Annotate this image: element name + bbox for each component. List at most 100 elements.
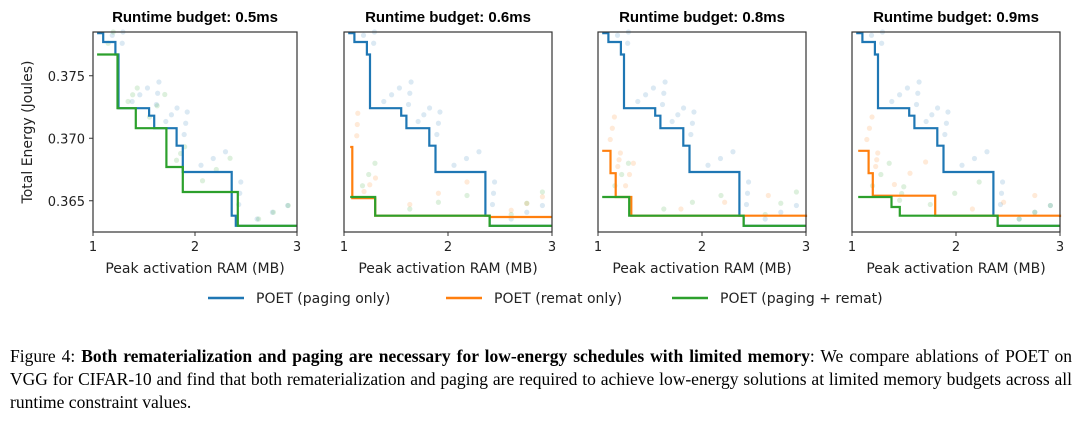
candidate-point bbox=[688, 131, 694, 138]
candidate-point bbox=[889, 98, 895, 105]
candidate-point bbox=[869, 114, 875, 120]
legend-label-remat-only: POET (remat only) bbox=[494, 291, 622, 307]
series-line-remat_only bbox=[858, 149, 1062, 217]
candidate-point bbox=[878, 171, 884, 178]
candidate-point bbox=[270, 209, 277, 215]
candidate-point bbox=[662, 79, 668, 85]
candidate-point bbox=[897, 197, 903, 203]
x-tick-label: 3 bbox=[1056, 240, 1064, 255]
candidate-point bbox=[539, 202, 546, 209]
candidate-point bbox=[426, 105, 433, 111]
candidate-point bbox=[607, 136, 613, 143]
candidate-point bbox=[609, 125, 615, 131]
y-tick-label: 0.370 bbox=[48, 132, 85, 147]
candidate-point bbox=[913, 101, 920, 108]
candidate-point bbox=[678, 206, 684, 212]
candidate-point bbox=[891, 181, 898, 188]
candidate-point bbox=[184, 109, 190, 115]
y-tick-label: 0.365 bbox=[48, 195, 85, 210]
candidate-point bbox=[793, 202, 800, 209]
x-tick-label: 3 bbox=[548, 240, 556, 255]
candidate-point bbox=[435, 199, 441, 205]
candidate-point bbox=[717, 155, 724, 162]
x-axis-label: Peak activation RAM (MB) bbox=[105, 261, 284, 277]
candidate-point bbox=[227, 155, 233, 161]
candidate-point bbox=[778, 200, 784, 206]
panel-2: Runtime budget: 0.6ms 1 2 3 Peak activation … bbox=[340, 9, 556, 277]
candidate-point bbox=[1047, 202, 1053, 209]
candidate-point bbox=[675, 112, 681, 118]
candidate-point bbox=[125, 98, 131, 105]
candidate-point bbox=[198, 162, 204, 168]
panel-title: Runtime budget: 0.9ms bbox=[873, 9, 1039, 26]
candidate-point bbox=[945, 109, 951, 115]
candidate-point bbox=[617, 150, 623, 156]
panel-title: Runtime budget: 0.6ms bbox=[365, 9, 531, 26]
candidate-point bbox=[630, 160, 636, 166]
panel-title: Runtime budget: 0.8ms bbox=[619, 9, 785, 26]
candidate-point bbox=[689, 199, 696, 205]
candidate-point bbox=[1016, 216, 1022, 222]
candidate-point bbox=[915, 90, 921, 96]
candidate-point bbox=[463, 155, 470, 162]
candidate-point bbox=[866, 125, 873, 131]
candidate-point bbox=[952, 190, 958, 196]
candidate-point bbox=[451, 162, 457, 168]
candidate-point bbox=[476, 149, 482, 155]
candidate-point bbox=[661, 206, 667, 212]
legend-label-paging-remat: POET (paging + remat) bbox=[720, 291, 883, 307]
series-line-paging_only bbox=[856, 32, 1060, 227]
panel-3: Runtime budget: 0.8ms 1 2 3 Peak activation … bbox=[594, 9, 810, 277]
x-tick-label: 3 bbox=[802, 240, 810, 255]
panel-4: Runtime budget: 0.9ms 1 2 3 Peak activation … bbox=[848, 9, 1064, 277]
candidate-point bbox=[156, 79, 162, 85]
candidate-point bbox=[407, 90, 413, 96]
candidate-point bbox=[168, 112, 175, 118]
x-tick-label: 2 bbox=[952, 240, 960, 255]
candidate-point bbox=[238, 179, 244, 185]
candidate-point bbox=[109, 32, 115, 38]
x-tick-label: 2 bbox=[191, 240, 199, 255]
candidate-point bbox=[366, 171, 372, 178]
candidate-point bbox=[691, 109, 697, 115]
candidate-point bbox=[659, 101, 666, 108]
candidate-point bbox=[371, 40, 377, 46]
candidate-point bbox=[285, 202, 291, 209]
caption-body-text: : We compare ablations of POET on VGG fo… bbox=[10, 346, 1073, 412]
candidate-point bbox=[745, 179, 752, 185]
candidate-point bbox=[269, 209, 275, 215]
candidate-point bbox=[415, 118, 421, 125]
candidate-point bbox=[1032, 192, 1038, 199]
panel-frame bbox=[851, 31, 1061, 233]
candidate-point bbox=[199, 178, 206, 184]
candidate-point bbox=[907, 170, 913, 176]
candidate-point bbox=[360, 32, 367, 38]
candidate-point bbox=[144, 85, 151, 91]
y-tick-label: 0.375 bbox=[48, 70, 85, 85]
series-line-remat_only bbox=[350, 145, 552, 219]
candidate-point bbox=[489, 201, 496, 208]
candidate-point bbox=[254, 216, 260, 222]
candidate-point bbox=[407, 206, 413, 212]
candidate-point bbox=[372, 160, 378, 166]
candidate-point bbox=[971, 155, 978, 162]
x-axis-label: Peak activation RAM (MB) bbox=[612, 261, 791, 277]
panel-frame bbox=[92, 31, 298, 233]
candidate-point bbox=[285, 202, 291, 209]
candidate-point bbox=[434, 131, 440, 138]
candidate-point bbox=[222, 149, 229, 155]
series-line-paging_remat bbox=[858, 195, 1060, 227]
x-tick-label: 3 bbox=[293, 240, 301, 255]
candidate-point bbox=[998, 190, 1005, 196]
candidate-point bbox=[464, 179, 470, 185]
candidate-point bbox=[722, 199, 728, 205]
x-tick-label: 1 bbox=[848, 240, 856, 255]
candidate-point bbox=[130, 92, 136, 98]
candidate-point bbox=[611, 114, 618, 120]
candidate-point bbox=[874, 157, 880, 163]
candidate-point bbox=[976, 179, 982, 185]
figure-caption: Figure 4: Both rematerialization and pag… bbox=[10, 345, 1072, 414]
candidate-point bbox=[407, 201, 413, 208]
candidate-point bbox=[868, 32, 875, 38]
candidate-point bbox=[765, 192, 771, 199]
